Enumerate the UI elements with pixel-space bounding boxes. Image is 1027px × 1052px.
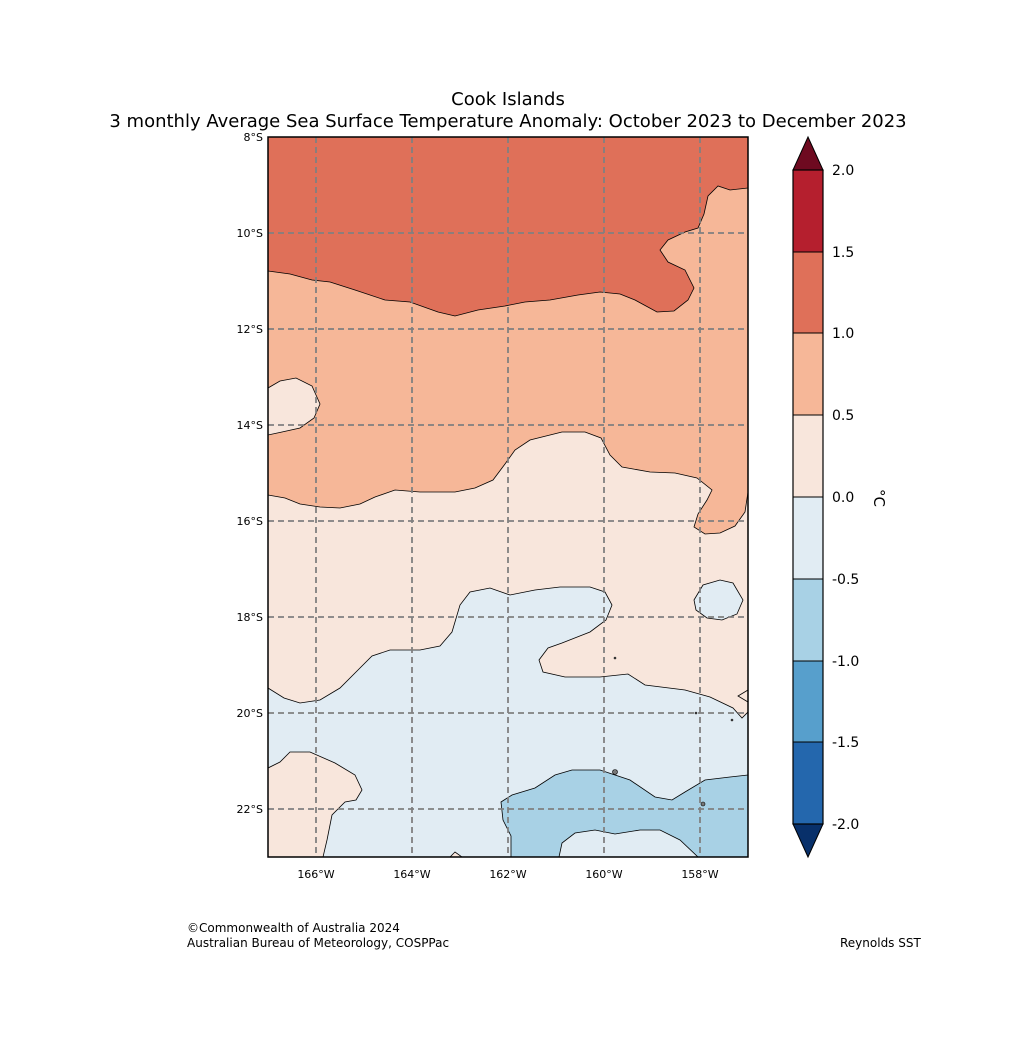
colorbar-segment: [793, 170, 823, 252]
island-marker: [730, 718, 734, 722]
colorbar-segment: [793, 497, 823, 579]
copyright-line-2: Australian Bureau of Meteorology, COSPPa…: [187, 936, 450, 950]
copyright-line-1: ©Commonwealth of Australia 2024: [187, 921, 400, 935]
island-marker: [694, 711, 698, 715]
island-marker: [700, 801, 706, 807]
lon-label: 158°W: [681, 868, 718, 881]
colorbar-tick-label: 0.5: [832, 408, 854, 424]
lat-label: 8°S: [244, 131, 263, 144]
region-minus-1.0-to-minus-0.5: [500, 769, 748, 857]
colorbar-unit-label: °C: [870, 489, 888, 507]
longitude-labels: 166°W 164°W 162°W 160°W 158°W: [297, 868, 718, 881]
colorbar-segment: [793, 333, 823, 415]
lat-label: 20°S: [237, 707, 263, 720]
map-frame: [267, 136, 749, 858]
lat-label: 18°S: [237, 611, 263, 624]
lon-label: 162°W: [489, 868, 526, 881]
lat-label: 14°S: [237, 419, 263, 432]
lon-label: 164°W: [393, 868, 430, 881]
region-minus-0.5-to-0-east: [693, 579, 744, 621]
colorbar-over-arrow: [792, 135, 824, 171]
data-source: Reynolds SST: [840, 936, 921, 950]
lon-label: 166°W: [297, 868, 334, 881]
map-panel: [268, 137, 748, 857]
colorbar-segment: [793, 742, 823, 824]
colorbar: 2.0 1.5 1.0 0.5 0.0 -0.5 -1.0 -1.5 -2.0 …: [792, 135, 888, 859]
gridlines: [268, 137, 748, 857]
title-line-1: Cook Islands: [451, 89, 565, 110]
title-line-2: 3 monthly Average Sea Surface Temperatur…: [109, 111, 906, 132]
copyright-block: ©Commonwealth of Australia 2024 Australi…: [187, 921, 449, 951]
region-0-to-0.5-south-notch: [449, 851, 463, 857]
colorbar-segment: [793, 252, 823, 333]
colorbar-tick-label: -1.0: [832, 654, 859, 670]
colorbar-tick-label: -2.0: [832, 817, 859, 833]
region-1.0-to-1.5: [268, 137, 748, 317]
colorbar-tick-label: 1.5: [832, 245, 854, 261]
lat-label: 12°S: [237, 323, 263, 336]
colorbar-tick-label: 0.0: [832, 490, 854, 506]
colorbar-under-arrow: [792, 823, 824, 859]
colorbar-segment: [793, 579, 823, 661]
colorbar-tick-label: -1.5: [832, 735, 859, 751]
colorbar-tick-label: -0.5: [832, 572, 859, 588]
latitude-labels: 8°S 10°S 12°S 14°S 16°S 18°S 20°S 22°S: [237, 131, 263, 816]
colorbar-tick-label: 2.0: [832, 163, 854, 179]
island-marker: [612, 769, 618, 775]
colorbar-segment: [793, 415, 823, 497]
colorbar-segment: [793, 661, 823, 742]
colorbar-tick-label: 1.0: [832, 326, 854, 342]
lat-label: 10°S: [237, 227, 263, 240]
lon-label: 160°W: [585, 868, 622, 881]
lat-label: 16°S: [237, 515, 263, 528]
region-east-edge-notch: [737, 689, 748, 703]
region-0-to-0.5-west-lobe: [268, 377, 321, 436]
island-marker: [613, 656, 617, 660]
lat-label: 22°S: [237, 803, 263, 816]
region-minus-0.5-to-0-south-hole: [558, 829, 699, 857]
